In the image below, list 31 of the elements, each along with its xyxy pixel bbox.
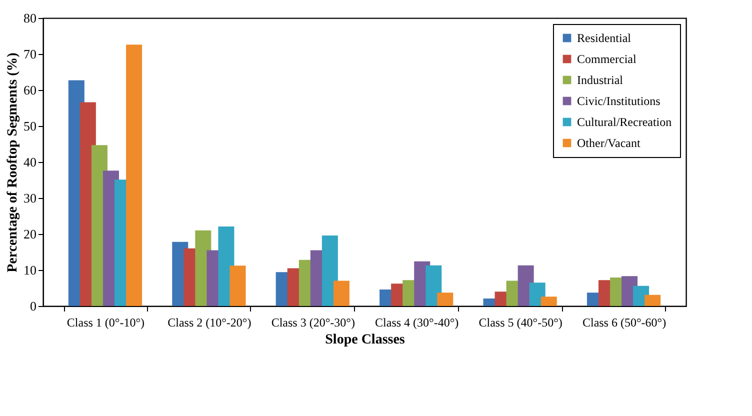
bar: [644, 294, 661, 306]
x-tick-label: Class 5 (40°-50°): [478, 316, 562, 330]
y-tick-label: 50: [24, 118, 36, 134]
x-tick-label: Class 1 (0°-10°): [66, 316, 145, 330]
legend-label: Other/Vacant: [577, 136, 641, 150]
y-tick-label: 20: [24, 226, 36, 242]
bar: [426, 265, 442, 306]
y-tick-label: 40: [24, 154, 36, 170]
bar: [333, 280, 350, 306]
x-tick-label: Class 4 (30°-40°): [375, 316, 459, 330]
bar: [437, 292, 454, 306]
y-tick-label: 70: [24, 46, 36, 62]
y-tick-label: 80: [24, 10, 36, 26]
legend-label: Civic/Institutions: [577, 94, 661, 108]
y-axis-title: Percentage of Rooftop Segments (%): [6, 52, 20, 272]
y-tick-label: 0: [30, 298, 36, 314]
x-tick-label: Class 2 (10°-20°): [168, 316, 252, 330]
bar: [322, 235, 338, 306]
bar: [126, 44, 142, 306]
bar: [230, 266, 246, 306]
y-tick-label: 60: [24, 82, 36, 98]
x-tick-label: Class 3 (20°-30°): [271, 316, 355, 330]
legend-label: Cultural/Recreation: [577, 115, 672, 129]
legend-label: Commercial: [577, 52, 637, 66]
y-tick-label: 30: [24, 190, 36, 206]
x-axis-title: Slope Classes: [325, 332, 406, 348]
y-tick-label: 10: [24, 262, 36, 278]
bar: [540, 296, 557, 306]
legend-label: Residential: [577, 31, 632, 45]
x-tick-label: Class 6 (50°-60°): [582, 316, 666, 330]
legend-label: Industrial: [577, 73, 624, 87]
